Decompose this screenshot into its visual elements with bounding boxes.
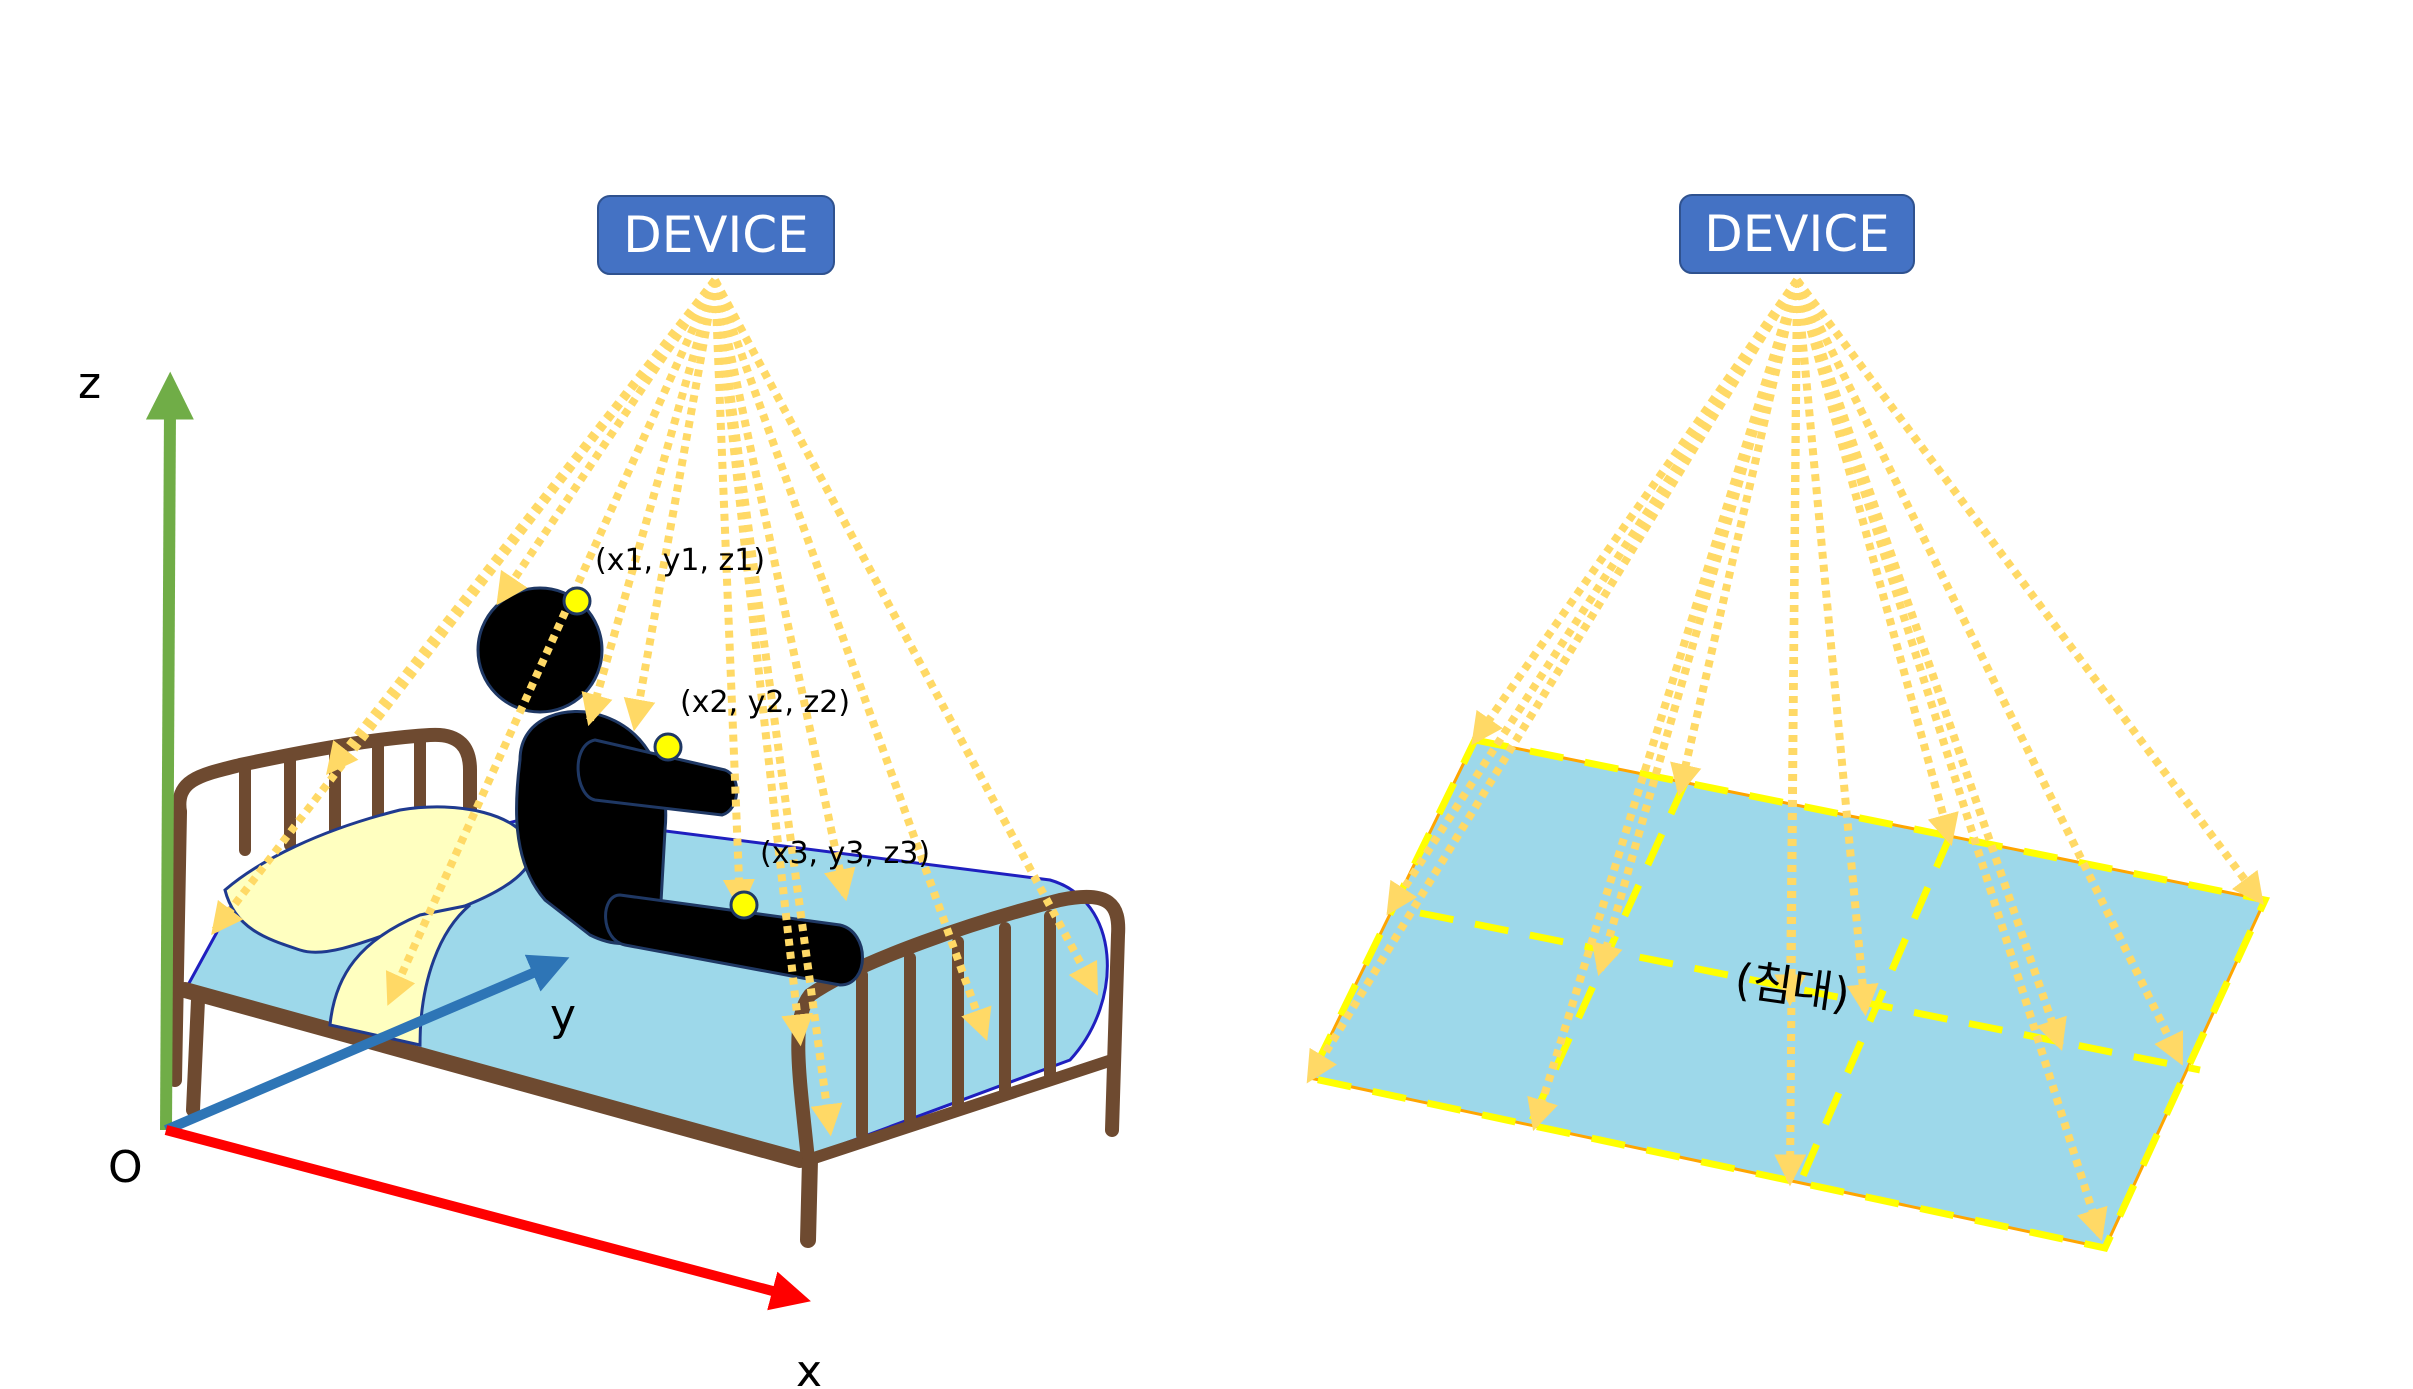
person-legs bbox=[604, 893, 864, 987]
right-device-beams bbox=[1306, 277, 2264, 1242]
bed-area-border bbox=[1304, 736, 2271, 1253]
z-axis-label: z bbox=[78, 358, 101, 409]
right-device-label: DEVICE bbox=[1704, 205, 1890, 263]
y-axis-label: y bbox=[550, 990, 576, 1041]
bed-pillow bbox=[223, 805, 533, 954]
left-device-label: DEVICE bbox=[623, 206, 809, 264]
right-device-box bbox=[1679, 194, 1915, 274]
x-axis-label: x bbox=[796, 1346, 822, 1389]
point-label-3: (x3, y3, z3) bbox=[760, 836, 930, 871]
point-label-1: (x1, y1, z1) bbox=[595, 543, 765, 578]
y-axis bbox=[164, 954, 570, 1135]
person-silhouette bbox=[476, 586, 864, 987]
right-panel: (침대) DEVICE bbox=[1304, 194, 2271, 1253]
right-device: DEVICE bbox=[1679, 194, 1915, 274]
x-axis bbox=[164, 1125, 811, 1311]
left-device-beams bbox=[211, 277, 1099, 1137]
left-device: DEVICE bbox=[597, 195, 835, 275]
left-panel: (x1, y1, z1) (x2, y2, z2) (x3, y3, z3) z… bbox=[78, 195, 1126, 1389]
left-device-box bbox=[597, 195, 835, 275]
z-axis bbox=[145, 371, 194, 1131]
point-marker-3 bbox=[729, 890, 759, 920]
bed-foot-frame bbox=[791, 889, 1126, 1248]
origin-label: O bbox=[108, 1142, 143, 1193]
point-marker-2 bbox=[653, 732, 683, 762]
coordinate-axes: z y x O bbox=[78, 358, 822, 1389]
person-head bbox=[476, 586, 604, 714]
bed-side-rail bbox=[177, 982, 808, 1168]
point-marker-1 bbox=[562, 586, 592, 616]
point-label-2: (x2, y2, z2) bbox=[680, 685, 850, 720]
